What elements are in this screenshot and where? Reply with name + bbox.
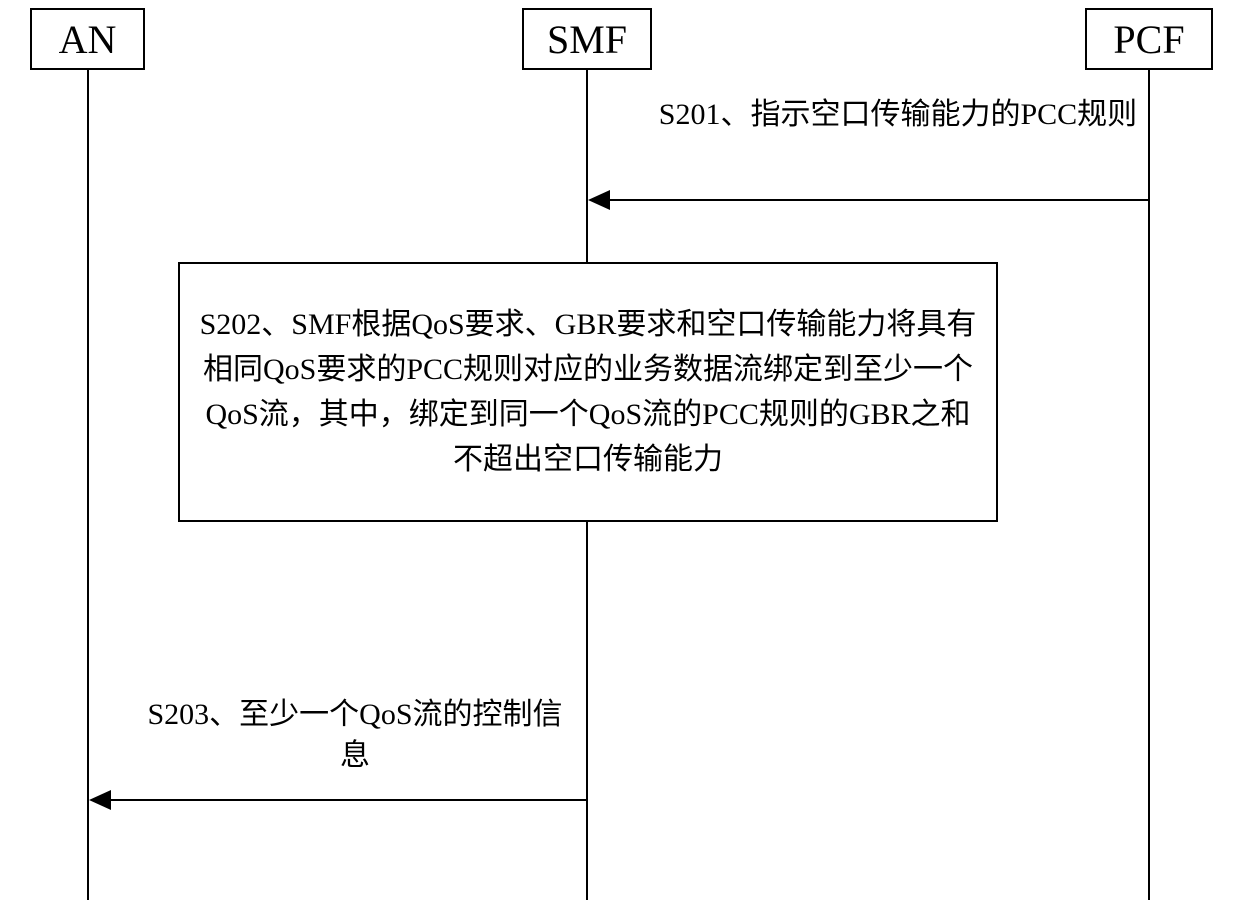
msg-s201-label: S201、指示空口传输能力的PCC规则 xyxy=(648,95,1148,136)
msg-s203-label: S203、至少一个QoS流的控制信息 xyxy=(135,695,575,776)
actor-smf: SMF xyxy=(522,8,652,70)
actor-pcf-label: PCF xyxy=(1113,16,1184,63)
lifeline-pcf xyxy=(1148,70,1150,900)
msg-s203-arrowhead-icon xyxy=(89,790,111,810)
process-s202: S202、SMF根据QoS要求、GBR要求和空口传输能力将具有相同QoS要求的P… xyxy=(178,262,998,522)
process-s202-text: S202、SMF根据QoS要求、GBR要求和空口传输能力将具有相同QoS要求的P… xyxy=(196,302,980,482)
lifeline-an xyxy=(87,70,89,900)
actor-pcf: PCF xyxy=(1085,8,1213,70)
actor-an: AN xyxy=(30,8,145,70)
msg-s201-arrow xyxy=(609,199,1149,201)
actor-an-label: AN xyxy=(59,16,117,63)
msg-s203-arrow xyxy=(110,799,587,801)
actor-smf-label: SMF xyxy=(547,16,627,63)
msg-s201-arrowhead-icon xyxy=(588,190,610,210)
